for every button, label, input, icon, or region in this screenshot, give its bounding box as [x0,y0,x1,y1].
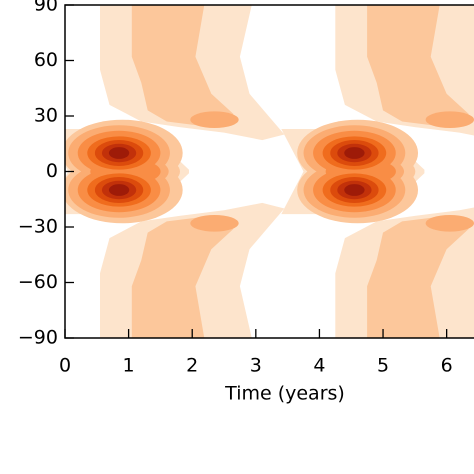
x-tick-label: 1 [123,355,135,377]
x-axis-label: Time (years) [224,383,345,405]
contour-fill [0,111,3,128]
contour-fill [131,5,234,128]
contour-fill [108,147,130,159]
y-tick-label: 60 [34,49,58,71]
y-tick-label: 90 [34,0,58,16]
y-tick-label: 30 [34,105,58,127]
contour-fill [344,147,365,159]
contour-fill [0,215,3,232]
contour-fill [190,214,239,232]
y-tick-label: 0 [46,160,58,182]
contour-fill [344,184,365,196]
x-tick-label: 0 [59,355,71,377]
x-tick-label: 4 [313,355,325,377]
contour-fill [367,5,469,128]
y-tick-label: −90 [18,327,58,349]
x-tick-label: 5 [377,355,389,377]
x-tick-label: 2 [186,355,198,377]
contour-fill [108,184,130,196]
contour-fill [425,214,474,232]
contour-fill [425,111,474,129]
x-tick-label: 3 [250,355,262,377]
y-tick-label: −30 [18,216,58,238]
x-tick-label: 6 [441,355,453,377]
y-tick-label: −60 [18,271,58,293]
contour-area [0,5,474,338]
contour-fill [367,215,469,338]
contour-fill [190,111,239,129]
contour-fill [131,215,234,338]
